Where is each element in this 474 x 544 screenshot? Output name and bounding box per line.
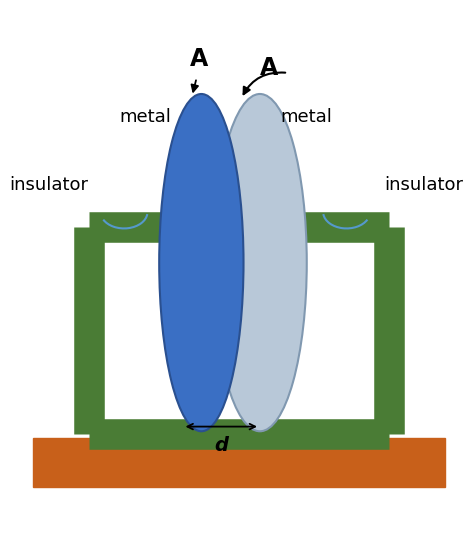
Text: d: d [214,436,228,455]
Text: metal: metal [281,108,333,126]
Ellipse shape [213,94,307,431]
Text: metal: metal [119,108,171,126]
Text: A: A [190,47,208,71]
Text: A: A [260,56,278,80]
Ellipse shape [159,94,244,431]
Text: insulator: insulator [384,176,464,194]
Text: insulator: insulator [9,176,89,194]
Bar [33,438,445,487]
